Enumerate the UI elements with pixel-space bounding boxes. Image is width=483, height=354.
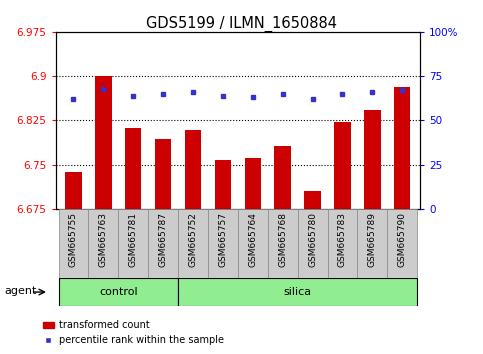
- Bar: [334, 122, 351, 209]
- Bar: [178, 209, 208, 278]
- Text: GSM665781: GSM665781: [129, 212, 138, 267]
- Text: agent: agent: [4, 286, 37, 296]
- Text: GSM665768: GSM665768: [278, 212, 287, 267]
- Bar: [244, 158, 261, 209]
- Bar: [58, 209, 88, 278]
- Text: GSM665780: GSM665780: [308, 212, 317, 267]
- Text: GSM665764: GSM665764: [248, 212, 257, 267]
- Text: GSM665789: GSM665789: [368, 212, 377, 267]
- Text: GDS5199 / ILMN_1650884: GDS5199 / ILMN_1650884: [146, 16, 337, 32]
- Text: GSM665763: GSM665763: [99, 212, 108, 267]
- Bar: [125, 128, 142, 209]
- Text: GSM665783: GSM665783: [338, 212, 347, 267]
- Bar: [364, 110, 381, 209]
- Bar: [65, 172, 82, 209]
- Bar: [394, 87, 411, 209]
- Text: GSM665752: GSM665752: [188, 212, 198, 267]
- Bar: [298, 209, 327, 278]
- Text: GSM665755: GSM665755: [69, 212, 78, 267]
- Text: silica: silica: [284, 287, 312, 297]
- Bar: [274, 146, 291, 209]
- Legend: transformed count, percentile rank within the sample: transformed count, percentile rank withi…: [39, 316, 228, 349]
- Bar: [178, 278, 417, 306]
- Bar: [95, 75, 112, 209]
- Bar: [357, 209, 387, 278]
- Bar: [118, 209, 148, 278]
- Bar: [327, 209, 357, 278]
- Text: GSM665757: GSM665757: [218, 212, 227, 267]
- Bar: [304, 190, 321, 209]
- Bar: [268, 209, 298, 278]
- Text: GSM665787: GSM665787: [158, 212, 168, 267]
- Bar: [387, 209, 417, 278]
- Bar: [148, 209, 178, 278]
- Text: control: control: [99, 287, 138, 297]
- Bar: [155, 139, 171, 209]
- Text: GSM665790: GSM665790: [398, 212, 407, 267]
- Bar: [238, 209, 268, 278]
- Bar: [208, 209, 238, 278]
- Bar: [185, 130, 201, 209]
- Bar: [215, 160, 231, 209]
- Bar: [58, 278, 178, 306]
- Bar: [88, 209, 118, 278]
